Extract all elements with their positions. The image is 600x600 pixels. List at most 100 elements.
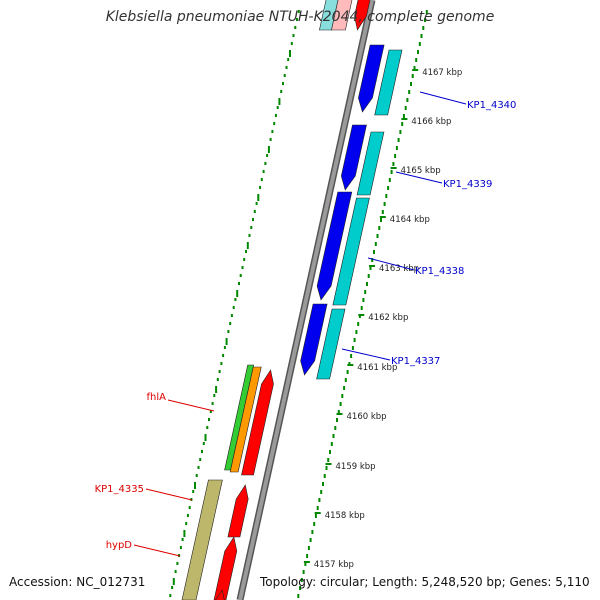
gene-fhla-red[interactable] (241, 369, 274, 476)
ruler-label-4162: 4162 kbp (368, 313, 408, 323)
ruler-label-4163: 4163 kbp (379, 264, 419, 274)
ruler-dot (360, 306, 363, 310)
gene-label-kp1-4335[interactable]: KP1_4335 (95, 484, 144, 495)
ruler-dot (300, 578, 303, 582)
gene-top-red[interactable] (354, 0, 372, 31)
outer-dot (248, 234, 251, 237)
gene-label-kp1-4340[interactable]: KP1_4340 (467, 100, 516, 111)
outer-dot (172, 578, 175, 585)
outer-dot (283, 74, 286, 77)
outer-dot (227, 330, 230, 333)
gene-kp1-4340-cyan[interactable] (374, 49, 403, 116)
gene-kp1-4340-blue[interactable] (358, 44, 385, 113)
outer-dot (259, 186, 262, 189)
ruler-label-4166: 4166 kbp (411, 117, 451, 127)
ruler-dot (397, 138, 400, 142)
outer-dot (255, 202, 258, 205)
ruler-dot (339, 402, 342, 406)
ruler-dot (334, 426, 337, 430)
ruler-label-4157: 4157 kbp (314, 560, 354, 570)
ruler-dot (418, 42, 421, 46)
ruler-dot (417, 50, 419, 54)
ruler-dot (420, 34, 423, 38)
outer-dot (195, 474, 198, 477)
ruler-dot (337, 410, 340, 414)
leader-line-kp1-4340 (419, 91, 467, 105)
ruler-dot (307, 546, 310, 550)
ruler-tick-4165 (390, 167, 397, 169)
ruler-dot (297, 594, 300, 598)
outer-dot (296, 18, 298, 21)
outer-dot (264, 162, 267, 165)
gene-top-cyan[interactable] (319, 0, 339, 31)
ruler-tick-4161 (347, 364, 354, 366)
gene-hypd-red[interactable] (213, 536, 238, 600)
gene-kp1-4339-cyan[interactable] (356, 131, 385, 196)
outer-dot (202, 442, 205, 445)
outer-dot (232, 306, 235, 309)
gene-label-fhla[interactable]: fhlA (147, 392, 167, 403)
gene-kp1-4338-blue[interactable] (316, 191, 353, 301)
outer-dot (204, 434, 207, 441)
gene-bottom-red[interactable] (212, 589, 225, 600)
gene-label-hypd[interactable]: hypD (106, 540, 133, 551)
outer-dot (245, 250, 247, 253)
outer-dot (215, 386, 218, 393)
ruler-dot (327, 458, 330, 462)
outer-dot (181, 538, 184, 541)
ruler-dot (422, 26, 425, 30)
ruler-dot (390, 170, 393, 174)
gene-kp1-4339-blue[interactable] (340, 124, 367, 191)
gene-label-layer: KP1_4340 KP1_4339 KP1_4338 KP1_4337 fhlA KP1_… (95, 91, 516, 557)
gene-kp1-4335-red[interactable] (227, 484, 249, 538)
outer-dot (285, 66, 288, 69)
gene-kp1-4335-olive[interactable] (181, 479, 223, 600)
ruler-dot (357, 322, 360, 326)
gene-label-kp1-4338[interactable]: KP1_4338 (415, 266, 464, 277)
ruler-dot (332, 434, 335, 438)
outer-dot (222, 354, 225, 357)
outer-dot (294, 26, 297, 29)
ruler-dot (413, 66, 416, 70)
outer-dot (289, 50, 291, 57)
backbone-layer (236, 0, 376, 600)
ruler-label-4160: 4160 kbp (347, 412, 387, 422)
outer-dot (213, 394, 216, 397)
ruler-dot (402, 114, 405, 118)
outer-dot (260, 178, 263, 181)
ruler-dot (376, 234, 379, 238)
gene-kp1-4337-cyan[interactable] (316, 308, 346, 380)
gene-label-kp1-4339[interactable]: KP1_4339 (443, 179, 492, 190)
ruler-dot (411, 74, 414, 78)
outer-dot (239, 274, 242, 277)
outer-dot (241, 266, 244, 269)
ruler-dot (392, 162, 395, 166)
ruler-tick-4157 (303, 561, 310, 563)
ruler-dot (314, 514, 317, 518)
outer-dot (194, 482, 196, 489)
ruler-dot (373, 250, 375, 254)
gene-kp1-4337-blue[interactable] (300, 303, 328, 376)
outer-dot (269, 138, 272, 141)
ruler-tick-4159 (325, 463, 332, 465)
outer-dot (223, 346, 226, 349)
gene-kp1-4338-cyan[interactable] (332, 197, 370, 306)
ruler-dot (346, 370, 349, 374)
ruler-dot (316, 506, 319, 510)
ruler-dot (322, 482, 324, 486)
outer-dot (267, 146, 270, 153)
outer-dot (174, 570, 177, 573)
outer-dot (276, 106, 279, 109)
ruler-dot (353, 338, 356, 342)
ruler-dot (385, 194, 388, 198)
gene-fhla-orange[interactable] (229, 366, 262, 473)
ruler-dot (424, 18, 426, 22)
ruler-dot (381, 210, 384, 214)
outer-dot (216, 378, 219, 381)
gene-label-kp1-4337[interactable]: KP1_4337 (391, 356, 440, 367)
outer-dot (218, 370, 221, 373)
outer-dot (192, 490, 195, 493)
leader-line-kp1-4338 (367, 257, 415, 271)
ruler-dot (336, 418, 338, 422)
